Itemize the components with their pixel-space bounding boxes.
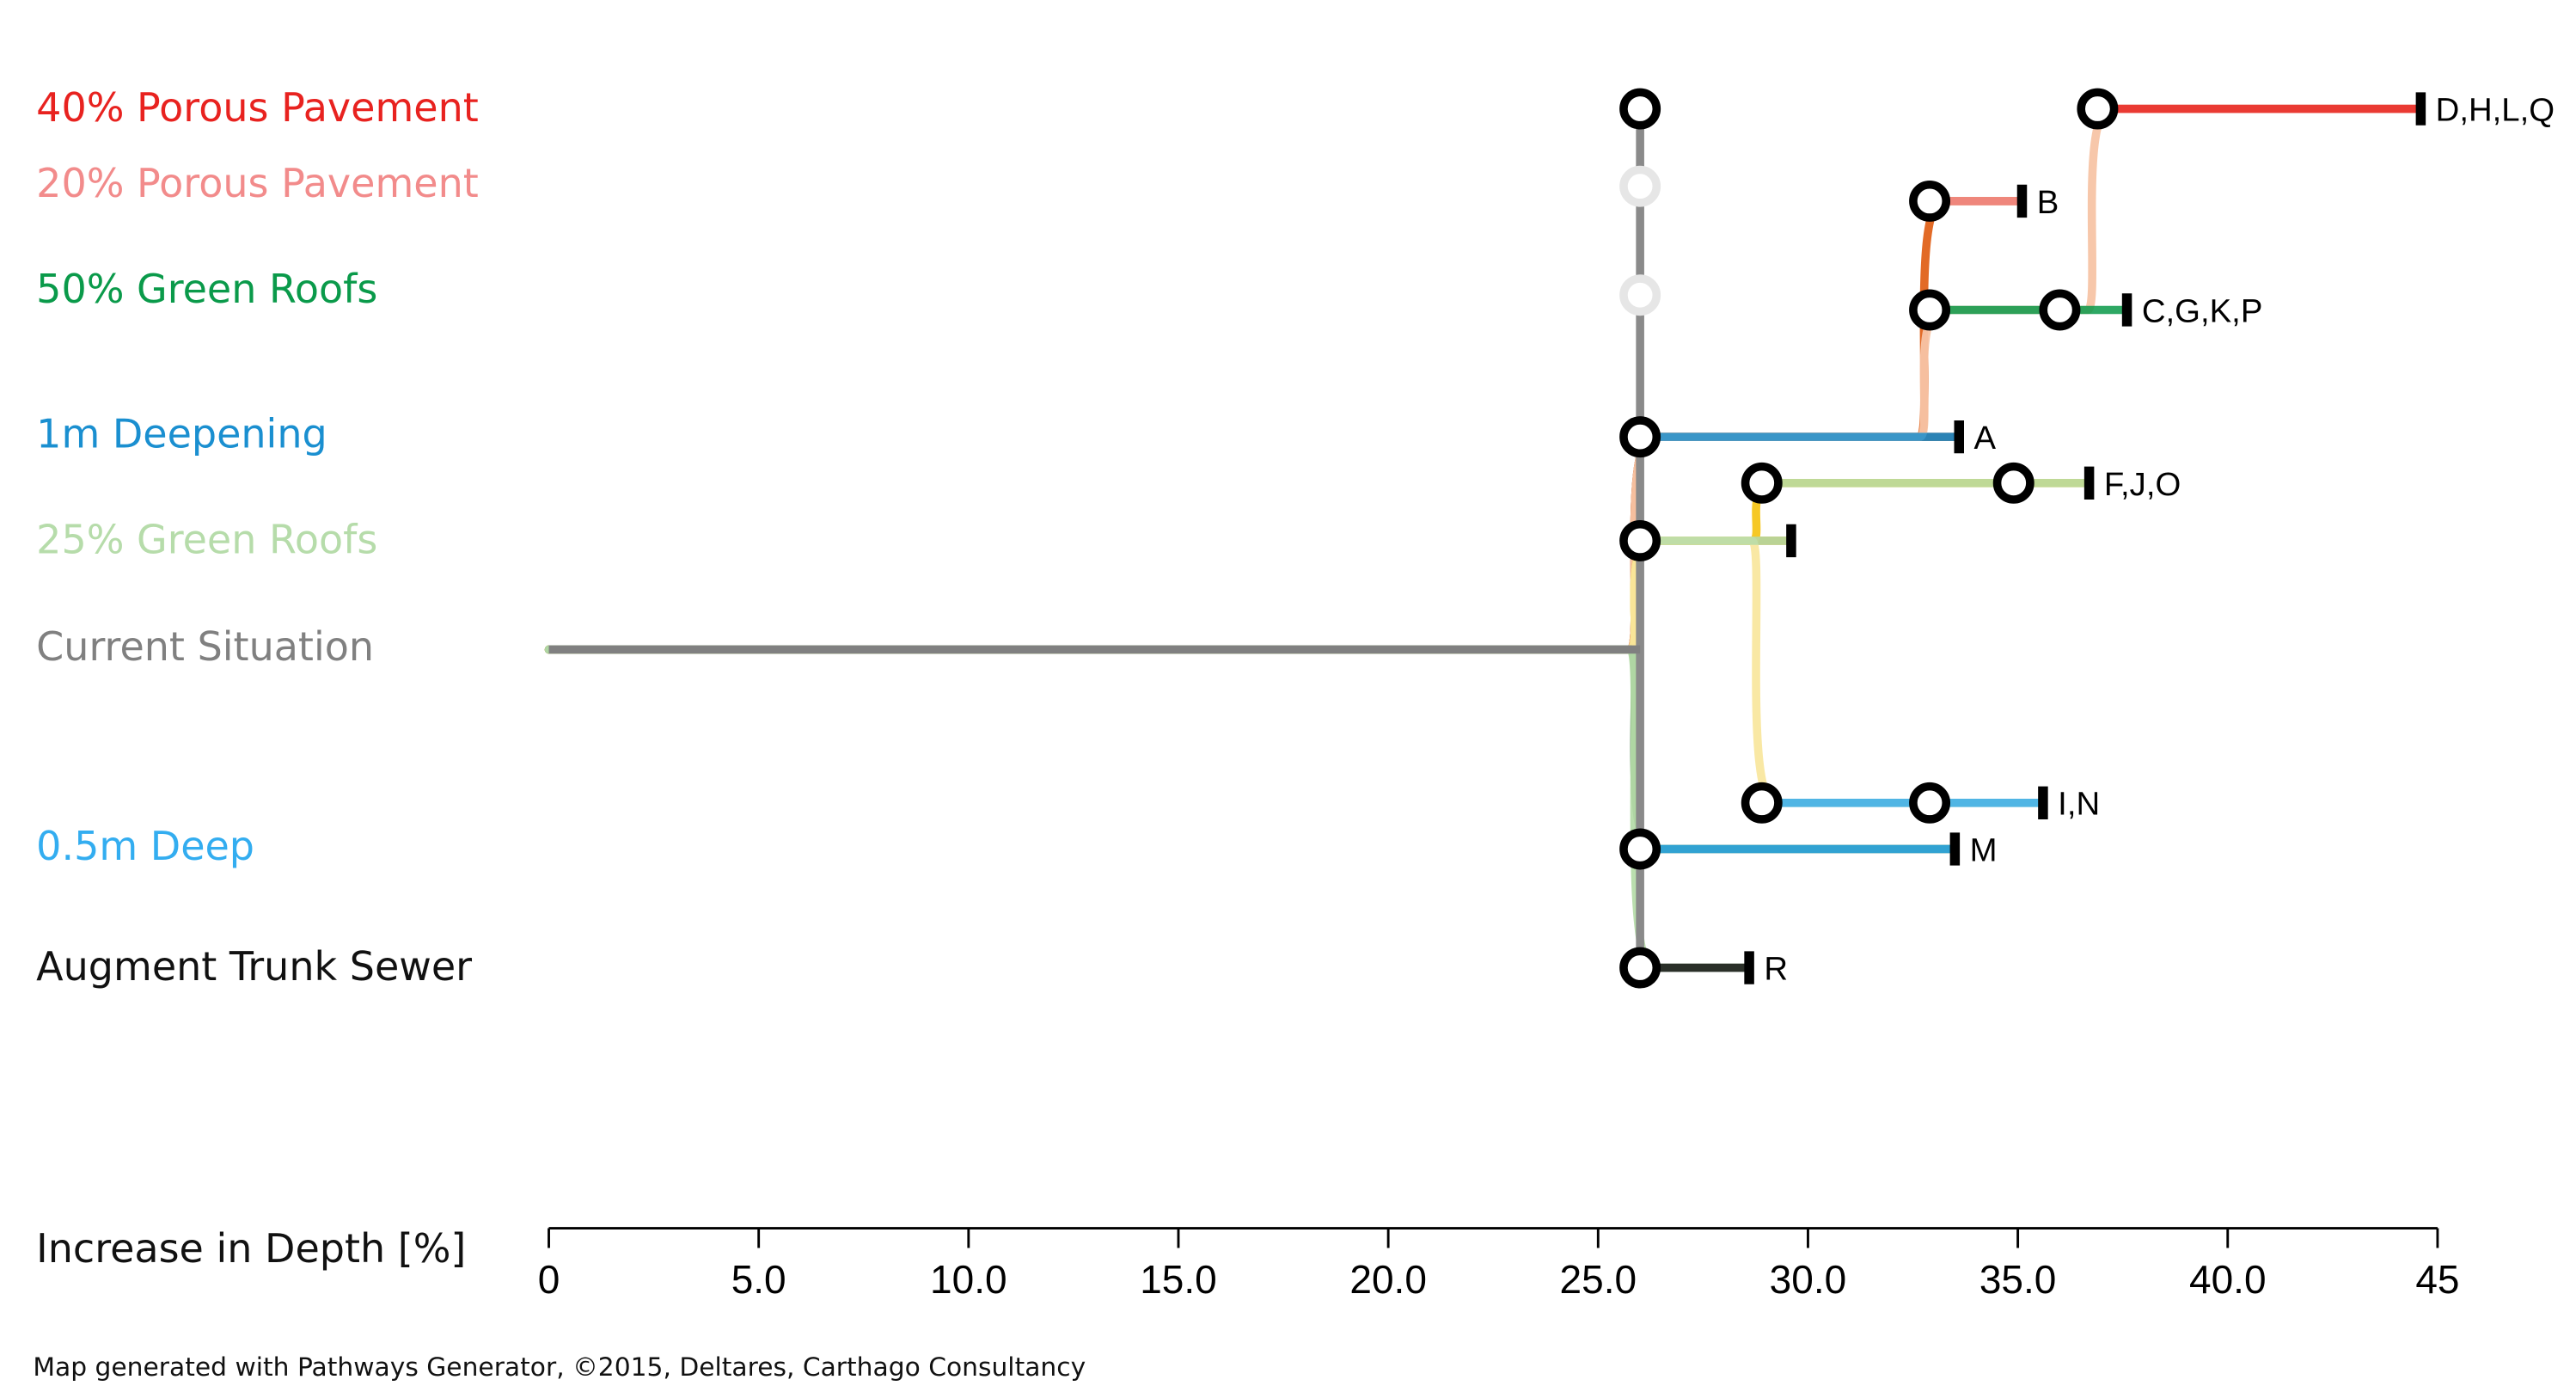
- pathway-route: [544, 537, 2047, 807]
- measure-label: Current Situation: [36, 623, 374, 670]
- x-tick-label: 5.0: [731, 1257, 786, 1302]
- segments: [548, 104, 2421, 972]
- footer: Map generated with Pathways Generator, ©…: [33, 1352, 1086, 1383]
- pathway-route: [544, 104, 2426, 654]
- measure-label: 20% Porous Pavement: [36, 160, 479, 206]
- transfer-point: [1909, 782, 1951, 824]
- measure-label: 40% Porous Pavement: [36, 84, 479, 131]
- measure-label: 25% Green Roofs: [36, 516, 377, 562]
- x-tick-label: 25.0: [1560, 1257, 1637, 1302]
- transfer-point: [1619, 274, 1661, 316]
- measure-label: 0.5m Deep: [36, 823, 254, 869]
- transfer-point: [1619, 416, 1661, 458]
- x-axis-label: Increase in Depth [%]: [36, 1225, 466, 1272]
- pathway-route: [544, 197, 2027, 654]
- transfer-point: [1619, 165, 1661, 207]
- transfer-point: [1909, 289, 1951, 331]
- pathway-route: [544, 479, 2094, 654]
- transfer-point: [1741, 462, 1783, 504]
- pathway-route: [544, 645, 1960, 854]
- pathway-end-label: B: [2037, 184, 2059, 221]
- x-tick-label: 20.0: [1349, 1257, 1427, 1302]
- transfer-point: [2039, 289, 2081, 331]
- marks: A B C,G,K,P D,H,L,Q F,J,O I,N M R: [1619, 88, 2555, 989]
- x-tick-label: 10.0: [930, 1257, 1007, 1302]
- x-tick-label: 15.0: [1140, 1257, 1217, 1302]
- transfer-point: [1741, 782, 1783, 824]
- pathway-end-label: R: [1764, 951, 1788, 988]
- transfer-point: [1619, 88, 1661, 130]
- x-tick-label: 30.0: [1770, 1257, 1847, 1302]
- measure-label: Augment Trunk Sewer: [36, 943, 472, 990]
- pathway-end-label: M: [1970, 831, 1998, 868]
- transfer-point: [2077, 88, 2119, 130]
- x-tick-label: 45: [2415, 1257, 2459, 1302]
- transfer-point: [1619, 828, 1661, 870]
- x-tick-label: 0: [538, 1257, 560, 1302]
- transfer-point: [1619, 947, 1661, 989]
- x-tick-label: 35.0: [1979, 1257, 2057, 1302]
- pathway-end-label: D,H,L,Q: [2436, 92, 2555, 129]
- pathway-end-label: A: [1974, 420, 1997, 457]
- measure-label: 1m Deepening: [36, 411, 327, 457]
- transfer-point: [1909, 180, 1951, 222]
- pathway-route: [544, 537, 1796, 654]
- pathway-end-label: I,N: [2058, 786, 2100, 823]
- transfer-point: [1619, 519, 1661, 561]
- transfer-point: [1992, 462, 2034, 504]
- pathway-route: [544, 645, 1753, 972]
- pathway-end-label: C,G,K,P: [2142, 292, 2263, 329]
- x-tick-label: 40.0: [2189, 1257, 2267, 1302]
- measure-label: 50% Green Roofs: [36, 266, 377, 312]
- routes: [544, 104, 2426, 972]
- pathway-end-label: F,J,O: [2104, 466, 2181, 503]
